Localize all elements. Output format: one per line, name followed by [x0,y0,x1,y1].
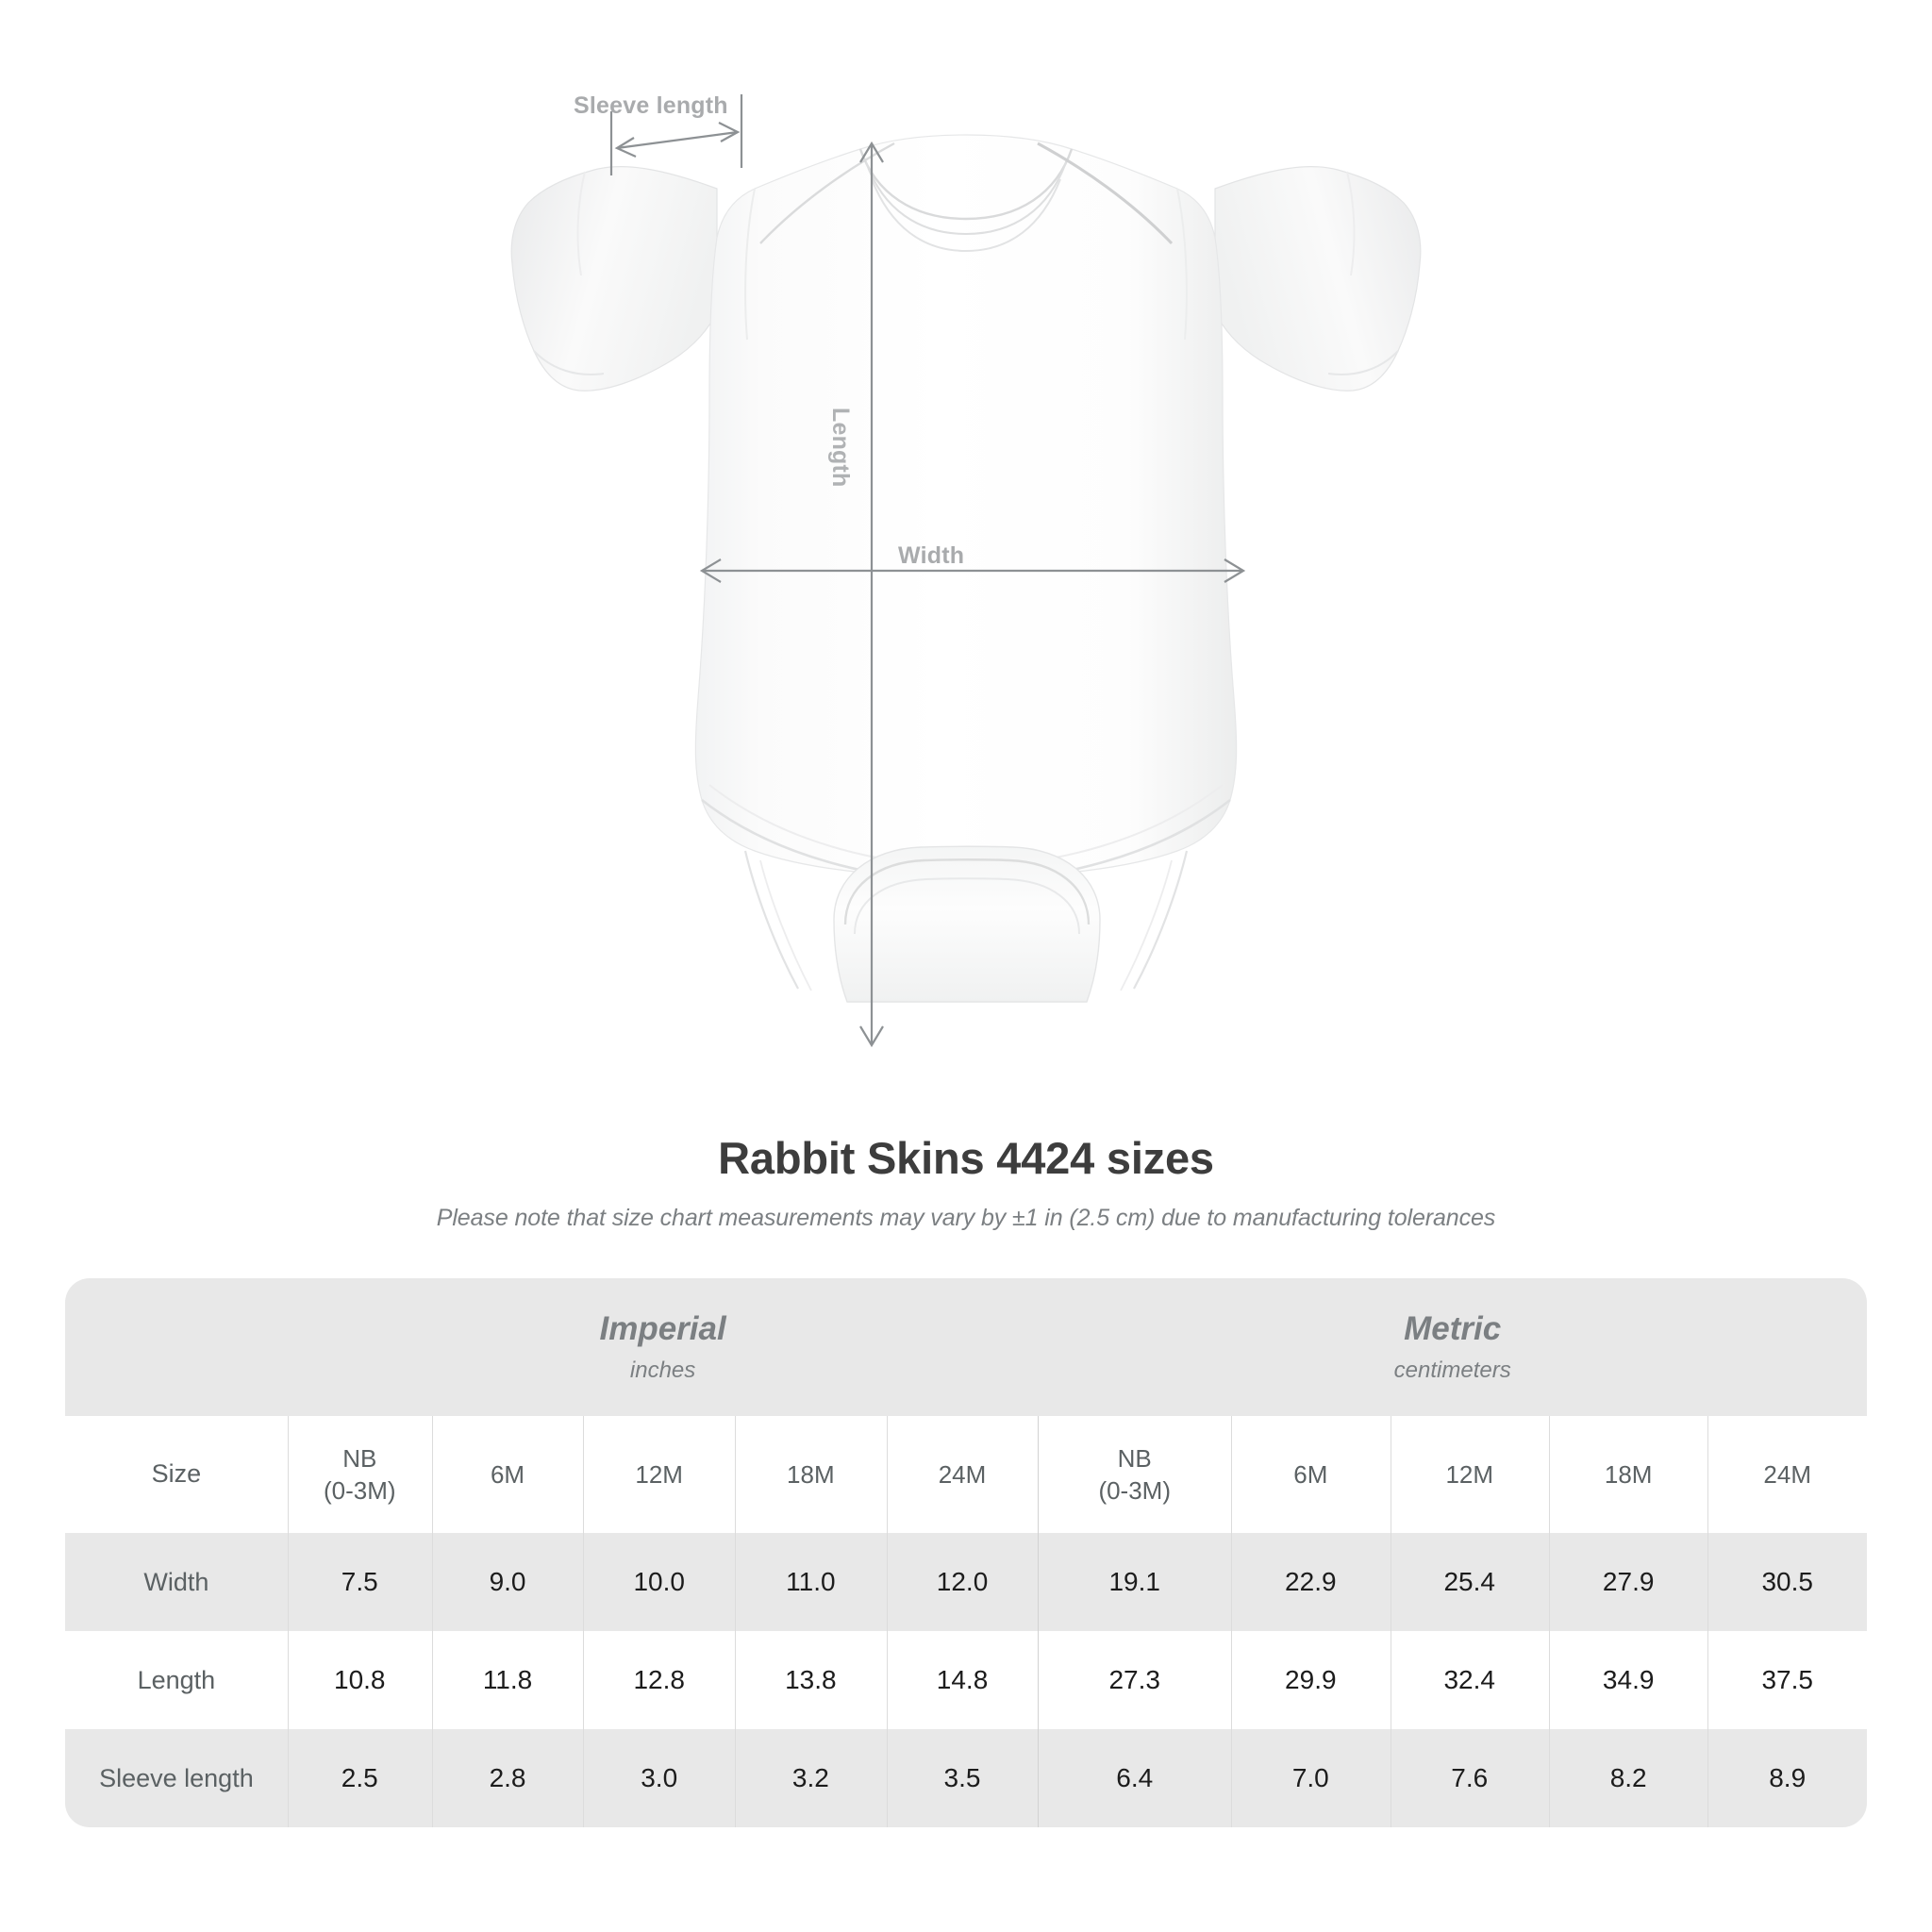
unit-banner-row: Imperial inches Metric centimeters [65,1278,1867,1416]
sleeve-length-measure-label: Sleeve length [574,92,728,119]
left-leg-opening-inner [759,859,812,991]
right-sleeve [1214,166,1422,391]
row-label-sleeve-length: Sleeve length [65,1729,288,1827]
crotch-snap-flap [833,845,1101,1003]
width-measure-label: Width [898,542,965,569]
tolerance-note: Please note that size chart measurements… [436,1205,1496,1231]
cell-length-metric-18m: 34.9 [1548,1631,1708,1729]
cell-width-metric-18m: 27.9 [1548,1533,1708,1631]
column-header-metric-12m: 12M [1390,1416,1549,1533]
column-header-imperial-24m: 24M [886,1416,1039,1533]
bodysuit-body [694,134,1238,883]
cell-length-imperial-18m: 13.8 [735,1631,887,1729]
cell-sleeve-metric-nb: 6.4 [1038,1729,1232,1827]
row-label-length: Length [65,1631,288,1729]
garment-illustration: Sleeve length Length Width [510,92,1422,1048]
cell-length-imperial-6m: 11.8 [431,1631,584,1729]
unit-group-imperial: Imperial inches [287,1278,1039,1416]
cell-sleeve-metric-12m: 7.6 [1390,1729,1549,1827]
unit-group-imperial-name: Imperial [599,1310,726,1348]
column-header-metric-nb: NB (0-3M) [1038,1416,1232,1533]
cell-sleeve-metric-24m: 8.9 [1707,1729,1867,1827]
left-leg-opening [743,850,799,990]
cell-width-metric-6m: 22.9 [1231,1533,1391,1631]
length-arrow-head-top [859,141,884,163]
cell-sleeve-imperial-18m: 3.2 [735,1729,887,1827]
cell-width-imperial-6m: 9.0 [431,1533,584,1631]
column-header-size: Size [65,1416,288,1533]
cell-sleeve-imperial-6m: 2.8 [431,1729,584,1827]
unit-group-imperial-sub: inches [629,1357,696,1383]
size-chart-table-wrapper: Imperial inches Metric centimeters Size … [65,1278,1867,1827]
cell-width-metric-nb: 19.1 [1038,1533,1232,1631]
column-header-imperial-nb: NB (0-3M) [287,1416,432,1533]
cell-length-metric-nb: 27.3 [1038,1631,1232,1729]
cell-width-imperial-12m: 10.0 [583,1533,736,1631]
size-chart-table: Imperial inches Metric centimeters Size … [65,1278,1867,1827]
length-arrow-head-bottom [859,1025,884,1048]
column-header-imperial-nb-line2: (0-3M) [323,1476,396,1505]
cell-sleeve-metric-18m: 8.2 [1548,1729,1708,1827]
right-leg-opening [1133,850,1189,990]
cell-sleeve-imperial-24m: 3.5 [886,1729,1039,1827]
row-label-width: Width [65,1533,288,1631]
sleeve-arrow-head-right [718,122,741,142]
left-sleeve [510,166,718,391]
column-header-metric-nb-line2: (0-3M) [1098,1476,1171,1505]
cell-length-metric-6m: 29.9 [1231,1631,1391,1729]
cell-length-metric-12m: 32.4 [1390,1631,1549,1729]
table-row: Length 10.8 11.8 12.8 13.8 14.8 27.3 29.… [65,1631,1867,1729]
page-title: Rabbit Skins 4424 sizes [718,1133,1214,1183]
unit-group-metric-sub: centimeters [1393,1357,1511,1383]
column-header-imperial-nb-line1: NB [342,1443,377,1473]
column-header-metric-nb-line1: NB [1117,1443,1152,1473]
unit-group-metric-name: Metric [1404,1310,1502,1348]
cell-width-imperial-18m: 11.0 [735,1533,887,1631]
cell-sleeve-imperial-nb: 2.5 [287,1729,432,1827]
column-header-imperial-12m: 12M [583,1416,736,1533]
column-header-row: Size NB (0-3M) 6M 12M 18M 24M NB (0-3M) … [65,1416,1867,1533]
length-measure-label: Length [827,408,854,488]
column-header-metric-6m: 6M [1231,1416,1391,1533]
cell-length-imperial-nb: 10.8 [287,1631,432,1729]
cell-length-imperial-12m: 12.8 [583,1631,736,1729]
table-row: Sleeve length 2.5 2.8 3.0 3.2 3.5 6.4 7.… [65,1729,1867,1827]
unit-group-metric: Metric centimeters [1038,1278,1867,1416]
unit-banner-spacer [65,1278,288,1416]
right-leg-opening-inner [1120,859,1173,991]
cell-length-imperial-24m: 14.8 [886,1631,1039,1729]
title-block: Rabbit Skins 4424 sizes Please note that… [0,1132,1932,1232]
sleeve-arrow-line [616,130,739,150]
column-header-imperial-6m: 6M [431,1416,584,1533]
cell-width-imperial-24m: 12.0 [886,1533,1039,1631]
cell-width-imperial-nb: 7.5 [287,1533,432,1631]
cell-sleeve-metric-6m: 7.0 [1231,1729,1391,1827]
column-header-metric-18m: 18M [1548,1416,1708,1533]
measurement-guides [609,94,1246,1048]
cell-width-metric-12m: 25.4 [1390,1533,1549,1631]
width-arrow-head-left [699,558,722,583]
width-arrow-head-right [1224,558,1246,583]
cell-length-metric-24m: 37.5 [1707,1631,1867,1729]
column-header-metric-24m: 24M [1707,1416,1867,1533]
cell-width-metric-24m: 30.5 [1707,1533,1867,1631]
cell-sleeve-imperial-12m: 3.0 [583,1729,736,1827]
bodysuit-diagram [510,94,1422,1048]
table-row: Width 7.5 9.0 10.0 11.0 12.0 19.1 22.9 2… [65,1533,1867,1631]
sleeve-arrow-head-left [614,137,637,158]
column-header-imperial-18m: 18M [735,1416,887,1533]
